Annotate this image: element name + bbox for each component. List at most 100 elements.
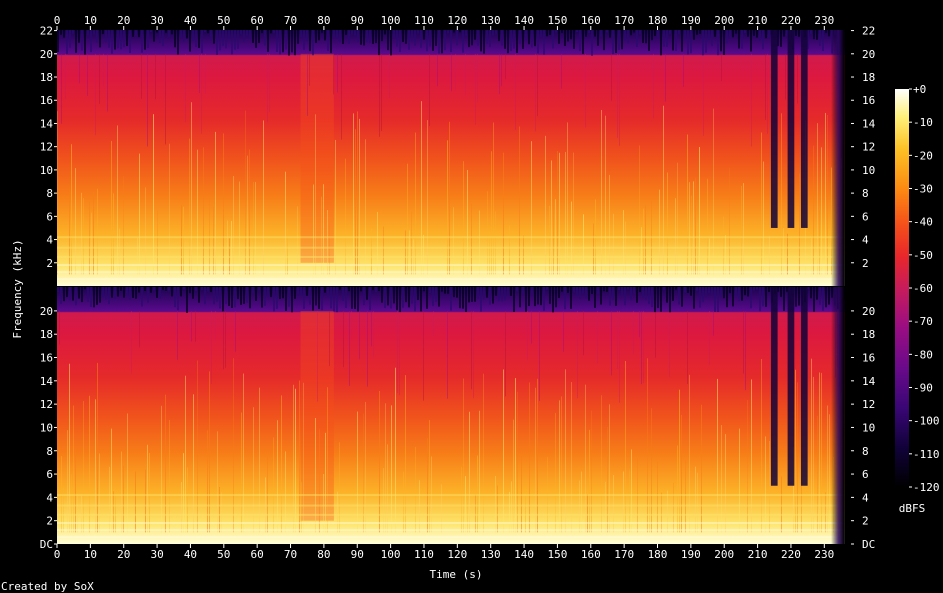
streak xyxy=(209,197,210,275)
x-tick-label-top: 120 xyxy=(447,14,467,27)
hf-noise xyxy=(720,30,722,52)
streak-high xyxy=(267,53,268,123)
colorbar-tick-label: -100 xyxy=(913,415,940,428)
y-tick-label-left: 14 xyxy=(40,375,54,388)
y-tick-label-right: 12 xyxy=(862,398,875,411)
streak xyxy=(675,198,676,275)
x-tick-label-top: 80 xyxy=(317,14,330,27)
hf-noise xyxy=(357,287,359,312)
hf-noise xyxy=(750,287,752,309)
streak xyxy=(751,379,752,533)
streak-high xyxy=(225,310,226,368)
hf-noise xyxy=(102,287,104,298)
hf-noise xyxy=(753,287,755,291)
streak xyxy=(763,161,764,275)
streak xyxy=(559,400,560,533)
y-tick-label-right: 6 xyxy=(862,210,869,223)
hf-noise xyxy=(480,30,482,52)
x-tick-label-bottom: 100 xyxy=(381,548,401,561)
hf-noise xyxy=(156,287,158,298)
hf-noise xyxy=(474,287,476,302)
hf-noise xyxy=(309,287,311,305)
streak xyxy=(231,220,232,275)
hf-noise xyxy=(564,287,566,310)
colorbar-tick-label: -90 xyxy=(913,382,933,395)
colorbar: +0 -10 -20 -30 -40 -50 -60 -70 -80 -90 -100 -110 -12… xyxy=(895,83,940,515)
hf-noise xyxy=(240,30,242,35)
streak-high xyxy=(743,310,744,374)
hf-noise xyxy=(63,30,65,38)
y-axis-left: 2 4 6 8 10 12 14 16 18 20 22 DC 2 4 6 8 10 12 14 16 18 20 xyxy=(40,25,57,551)
streak xyxy=(825,112,826,275)
streak xyxy=(119,228,120,275)
hf-noise xyxy=(441,30,443,54)
x-tick-label-top: 150 xyxy=(547,14,567,27)
hf-noise xyxy=(87,287,89,302)
streak-high xyxy=(751,53,752,147)
dark-gap xyxy=(787,30,795,228)
hf-noise xyxy=(543,30,545,55)
streak xyxy=(153,114,154,275)
streak xyxy=(253,407,254,533)
hf-noise xyxy=(90,287,92,307)
hf-noise xyxy=(96,287,98,305)
hf-noise xyxy=(474,30,476,40)
hf-noise xyxy=(708,287,710,294)
harmonic-band xyxy=(57,513,845,516)
streak xyxy=(643,208,644,275)
streak xyxy=(185,375,186,533)
streak-high xyxy=(215,310,216,340)
hf-noise xyxy=(711,287,713,296)
y-tick-label-left: 20 xyxy=(40,305,53,318)
hf-noise xyxy=(141,30,143,53)
streak xyxy=(157,210,158,275)
hf-noise xyxy=(561,30,563,33)
hf-noise xyxy=(828,287,830,305)
hf-noise xyxy=(315,287,317,306)
hf-noise xyxy=(276,287,278,309)
streak-high xyxy=(399,310,400,396)
streak xyxy=(339,442,340,533)
hf-noise xyxy=(81,287,83,303)
streak-high xyxy=(475,53,476,125)
hf-noise xyxy=(465,30,467,36)
hf-noise xyxy=(477,30,479,46)
hf-noise xyxy=(330,287,332,309)
hf-noise xyxy=(723,287,725,299)
streak xyxy=(519,126,520,275)
hf-noise xyxy=(537,30,539,54)
streak xyxy=(183,453,184,533)
hf-noise xyxy=(471,30,473,46)
hf-noise xyxy=(174,287,176,308)
streak xyxy=(127,413,128,533)
colorbar-scale xyxy=(895,89,909,487)
streak xyxy=(707,178,708,275)
hf-noise xyxy=(324,287,326,293)
x-axis-bottom: 0 10 20 30 40 50 60 70 80 90 100 110 120 130 140 150 160… xyxy=(54,544,834,561)
streak xyxy=(639,145,640,275)
streak xyxy=(89,201,90,275)
y-tick-label-left: 8 xyxy=(46,445,53,458)
hf-noise xyxy=(354,287,356,310)
hf-noise xyxy=(333,287,335,312)
streak xyxy=(813,376,814,533)
x-tick-label-bottom: 150 xyxy=(547,548,567,561)
hf-noise xyxy=(783,287,785,311)
streak xyxy=(549,205,550,275)
hf-noise xyxy=(441,287,443,292)
hf-noise xyxy=(699,287,701,308)
streak-high xyxy=(333,53,334,95)
y-tick-label-right: 14 xyxy=(862,117,876,130)
hf-noise xyxy=(468,287,470,303)
hf-noise xyxy=(693,287,695,309)
streak xyxy=(123,465,124,533)
streak xyxy=(657,460,658,533)
hf-noise xyxy=(537,287,539,305)
streak xyxy=(321,196,322,275)
hf-noise xyxy=(762,30,764,50)
streak-high xyxy=(639,310,640,338)
hf-noise xyxy=(483,30,485,54)
hf-noise xyxy=(528,30,530,45)
hf-noise xyxy=(273,287,275,312)
hf-noise xyxy=(393,30,395,39)
